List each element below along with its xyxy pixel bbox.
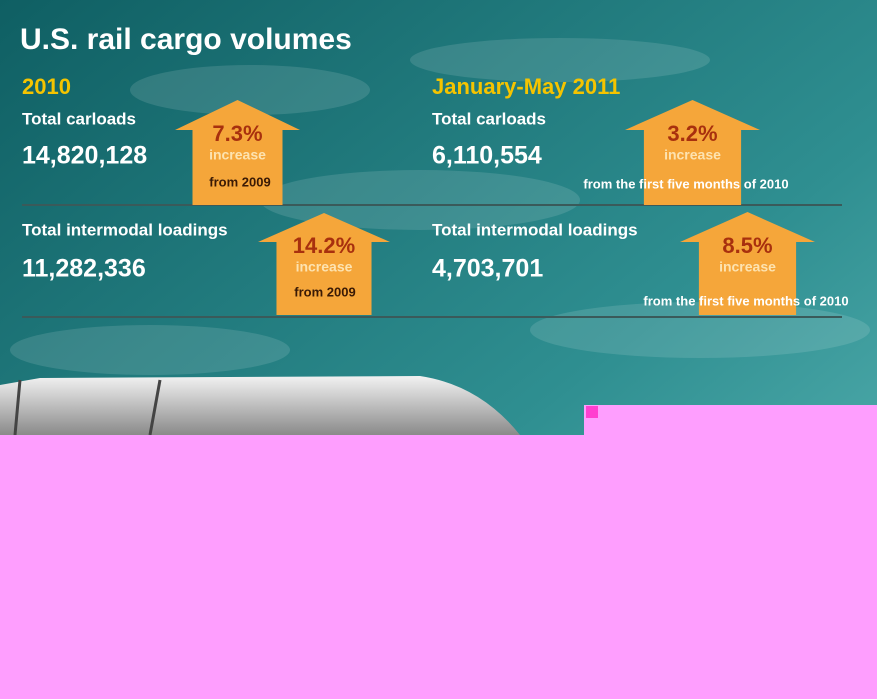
redacted-area — [0, 435, 877, 699]
section-heading: 2010 — [22, 74, 71, 99]
arrow — [680, 212, 815, 315]
arrow — [258, 213, 390, 315]
item-label: Total carloads — [432, 109, 546, 128]
title: U.S. rail cargo volumes — [20, 23, 352, 56]
redacted-mark — [586, 406, 598, 418]
change-note: from the first five months of 2010 — [643, 293, 848, 308]
change: 14.2% — [293, 233, 355, 258]
change: 3.2% — [667, 121, 717, 146]
train-seam — [13, 379, 22, 436]
item-label: Total intermodal loadings — [22, 220, 228, 239]
item-value: 4,703,701 — [432, 255, 543, 283]
change-note: from 2009 — [294, 284, 355, 299]
change-word: increase — [296, 259, 353, 275]
item-value: 6,110,554 — [432, 142, 542, 170]
change: 7.3% — [212, 121, 262, 146]
train-seam — [148, 379, 162, 436]
change-word: increase — [209, 147, 266, 163]
item-label: Total intermodal loadings — [432, 220, 638, 239]
item-value: 11,282,336 — [22, 255, 146, 283]
change-word: increase — [719, 259, 776, 275]
item-label: Total carloads — [22, 109, 136, 128]
redacted-area — [584, 405, 877, 436]
change: 8.5% — [722, 233, 772, 258]
arrow — [625, 100, 760, 205]
change-word: increase — [664, 147, 721, 163]
train — [0, 376, 520, 435]
change-note: from 2009 — [209, 174, 270, 189]
section-heading: January-May 2011 — [432, 74, 620, 99]
arrow — [175, 100, 300, 205]
item-value: 14,820,128 — [22, 142, 147, 170]
change-note: from the first five months of 2010 — [583, 176, 788, 191]
